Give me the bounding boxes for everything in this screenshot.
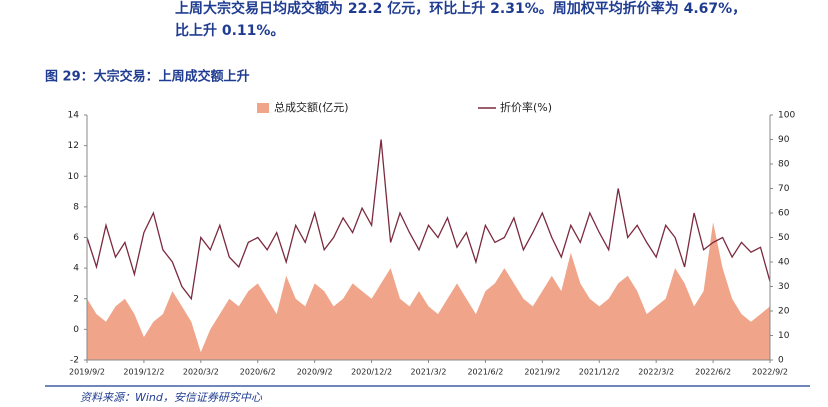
y2-tick-label: 30 [778, 282, 790, 292]
legend-label: 折价率(%) [500, 100, 552, 114]
legend-label: 总成交额(亿元) [274, 100, 349, 114]
y-tick-label: 2 [73, 294, 79, 304]
x-tick-label: 2021/6/2 [467, 368, 503, 377]
y2-tick-label: 20 [778, 307, 790, 317]
y-tick-label: 0 [73, 325, 79, 335]
x-tick-label: 2020/12/2 [351, 368, 392, 377]
header-line: 比上升 0.11%。 [175, 22, 284, 39]
y-tick-label: 10 [68, 172, 80, 182]
y-tick-label: 12 [68, 141, 79, 151]
y-tick-label: 8 [73, 202, 79, 212]
x-tick-label: 2020/9/2 [297, 368, 333, 377]
area [87, 222, 770, 360]
y-tick-label: 4 [73, 264, 79, 274]
x-tick-label: 2019/12/2 [123, 368, 164, 377]
y-tick-label: -2 [70, 356, 79, 366]
y2-tick-label: 90 [778, 135, 790, 145]
chart-title: 图 29：大宗交易：上周成交额上升 [45, 69, 250, 85]
line [86, 139, 771, 301]
y2-tick-label: 80 [778, 160, 790, 170]
y2-tick-label: 50 [778, 233, 790, 243]
source: 资料来源：Wind，安信证券研究中心 [80, 391, 263, 404]
y2-tick-label: 70 [778, 184, 790, 194]
y-tick-label: 6 [73, 233, 79, 243]
x-tick-label: 2021/12/2 [579, 368, 620, 377]
x-tick-label: 2021/9/2 [524, 368, 560, 377]
x-tick-label: 2020/6/2 [240, 368, 276, 377]
x-tick-label: 2020/3/2 [183, 368, 219, 377]
x-tick-label: 2022/3/2 [638, 368, 674, 377]
y2-tick-label: 60 [778, 209, 790, 219]
y2-tick-label: 40 [778, 258, 790, 268]
x-tick-label: 2019/9/2 [69, 368, 105, 377]
header-line: 上周大宗交易日均成交额为 22.2 亿元，环比上升 2.31%。周加权平均折价率… [175, 0, 746, 17]
y2-tick-label: 0 [778, 356, 784, 366]
legend-swatch [257, 103, 269, 113]
x-tick-label: 2022/6/2 [695, 368, 731, 377]
x-tick-label: 2021/3/2 [411, 368, 447, 377]
x-tick-label: 2022/9/2 [752, 368, 788, 377]
y2-tick-label: 100 [778, 111, 795, 121]
y2-tick-label: 10 [778, 331, 790, 341]
y-tick-label: 14 [68, 111, 80, 121]
